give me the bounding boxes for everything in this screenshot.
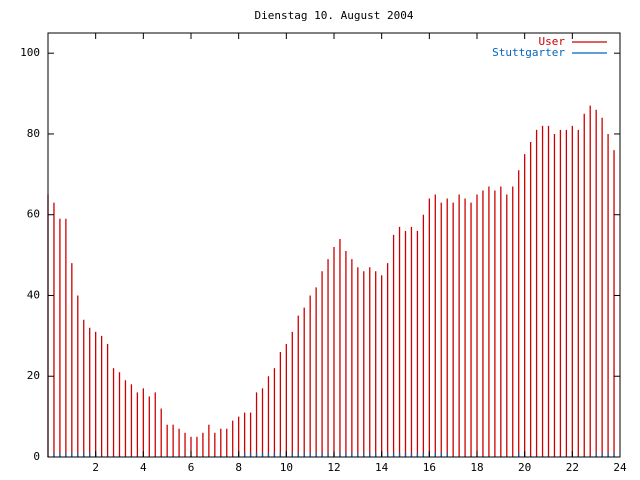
x-tick-label: 18 <box>470 461 483 474</box>
x-tick-label: 8 <box>235 461 242 474</box>
y-tick-label: 60 <box>27 208 40 221</box>
y-tick-label: 20 <box>27 369 40 382</box>
x-tick-label: 4 <box>140 461 147 474</box>
y-tick-label: 0 <box>33 450 40 463</box>
x-tick-label: 10 <box>280 461 293 474</box>
x-tick-label: 12 <box>327 461 340 474</box>
chart-title: Dienstag 10. August 2004 <box>255 9 414 22</box>
x-tick-label: 6 <box>188 461 195 474</box>
x-tick-label: 20 <box>518 461 531 474</box>
x-tick-label: 2 <box>92 461 99 474</box>
x-tick-label: 24 <box>613 461 627 474</box>
x-tick-label: 16 <box>423 461 436 474</box>
y-tick-label: 40 <box>27 288 40 301</box>
legend-label: Stuttgarter <box>492 46 565 59</box>
x-tick-label: 22 <box>566 461 579 474</box>
y-tick-label: 80 <box>27 127 40 140</box>
y-tick-label: 100 <box>20 46 40 59</box>
x-tick-label: 14 <box>375 461 389 474</box>
legend-label: User <box>539 35 566 48</box>
